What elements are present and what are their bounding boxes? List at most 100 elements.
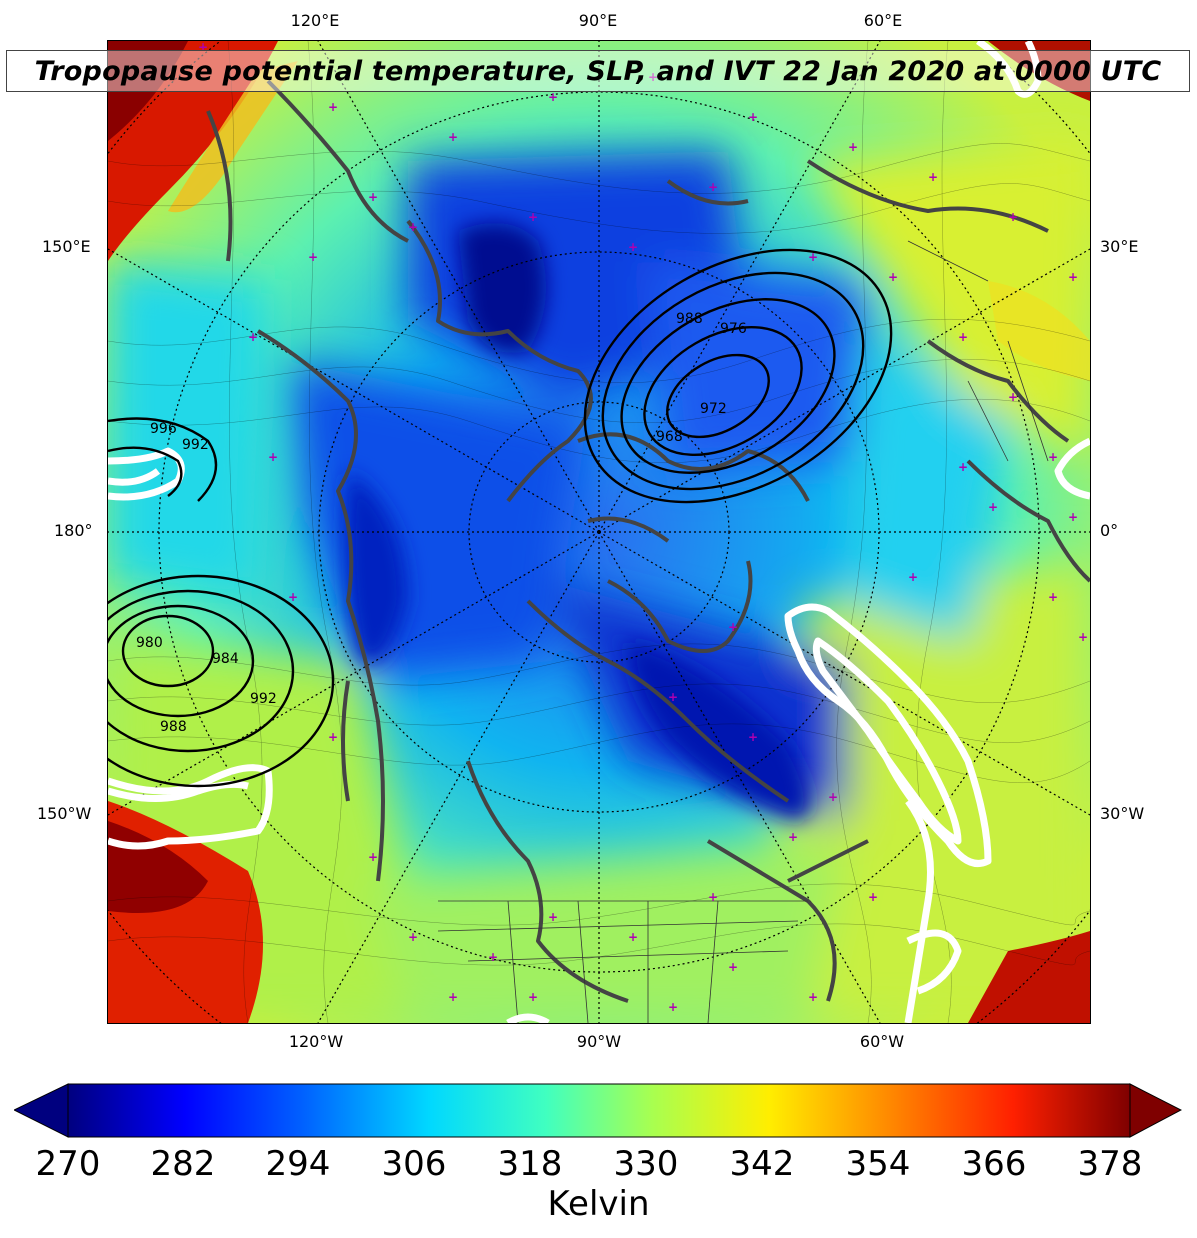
ivt-contour-southwest-inner [108, 780, 249, 802]
svg-text:+: + [648, 70, 658, 84]
lat-label-right: 0° [1100, 521, 1119, 540]
slp-label: 996 [150, 421, 177, 437]
slp-contours [108, 248, 893, 788]
colorbar-extend-high [1129, 1083, 1182, 1138]
ivt-contour-west-inner [108, 468, 161, 486]
svg-text:+: + [958, 460, 968, 474]
svg-text:+: + [728, 620, 738, 634]
colorbar-tick: 306 [381, 1144, 447, 1184]
svg-text:+: + [708, 180, 718, 194]
colorbar-tick: 354 [845, 1144, 911, 1184]
colorbar-tick: 270 [35, 1144, 101, 1184]
svg-text:+: + [448, 130, 458, 144]
svg-text:+: + [748, 730, 758, 744]
slp-label: 988 [160, 719, 187, 735]
colorbar-tick: 342 [729, 1144, 795, 1184]
colorbar-tick: 318 [497, 1144, 563, 1184]
slp-contour-labels: 988 976 972 968 980 984 992 988 996 992 [136, 311, 747, 735]
svg-text:+: + [548, 90, 558, 104]
svg-text:+: + [928, 170, 938, 184]
yellow-band-northeast [988, 281, 1090, 381]
svg-text:+: + [668, 690, 678, 704]
theta-contours [108, 41, 1090, 1023]
lon-label-bottom: 60°W [859, 1032, 905, 1051]
lat-label-left: 180° [54, 521, 93, 540]
slp-label: 988 [676, 311, 703, 327]
svg-text:+: + [788, 830, 798, 844]
svg-text:+: + [958, 330, 968, 344]
slp-label: 976 [720, 321, 747, 337]
svg-text:+: + [488, 950, 498, 964]
colorbar-tick: 282 [150, 1144, 216, 1184]
warm-region-south [368, 841, 848, 1023]
colorbar-extend-low [14, 1083, 69, 1138]
ivt-contour-southeast [904, 798, 934, 1023]
svg-text:+: + [528, 990, 538, 1004]
svg-text:+: + [408, 930, 418, 944]
svg-text:+: + [888, 270, 898, 284]
map-title: Tropopause potential temperature, SLP, a… [34, 55, 1162, 87]
colorbar-tick: 366 [961, 1144, 1027, 1184]
svg-text:+: + [748, 110, 758, 124]
svg-text:+: + [708, 890, 718, 904]
slp-label: 980 [136, 635, 163, 651]
deep-cold-streak [344, 471, 408, 665]
hot-region-southeast [968, 931, 1090, 1023]
svg-text:+: + [408, 220, 418, 234]
svg-text:+: + [1068, 270, 1078, 284]
colorbar-tick: 378 [1077, 1144, 1143, 1184]
lon-label-top: 120°E [290, 11, 340, 30]
deep-cold-pool-north [458, 223, 546, 353]
svg-text:+: + [1048, 450, 1058, 464]
ivt-contours [108, 41, 1090, 1023]
colorbar-gradient [67, 1083, 1131, 1138]
political-borders [437, 240, 1049, 1023]
svg-text:+: + [1068, 510, 1078, 524]
slp-label: 992 [182, 437, 209, 453]
lon-label-top: 90°E [578, 11, 618, 30]
svg-text:+: + [328, 100, 338, 114]
svg-text:+: + [548, 910, 558, 924]
lon-label-bottom: 90°W [576, 1032, 622, 1051]
svg-text:+: + [808, 990, 818, 1004]
slp-label: 984 [212, 651, 239, 667]
ivt-contour-east-inner [812, 637, 962, 845]
svg-text:+: + [448, 990, 458, 1004]
svg-text:+: + [248, 330, 258, 344]
ivt-contour-northeast [976, 41, 1042, 98]
cyan-band-east [848, 341, 1008, 641]
svg-text:+: + [988, 500, 998, 514]
cyan-band-west [108, 261, 268, 601]
svg-text:+: + [628, 930, 638, 944]
lat-label-left: 150°E [42, 237, 91, 256]
ivt-contour-east-outer [784, 603, 992, 867]
lat-label-right: 30°W [1100, 804, 1145, 823]
svg-text:+: + [308, 250, 318, 264]
ivt-contour-southeast-loop [906, 929, 962, 995]
svg-text:+: + [368, 190, 378, 204]
svg-text:+: + [288, 590, 298, 604]
lat-label-left: 150°W [37, 804, 92, 823]
svg-text:+: + [668, 1000, 678, 1014]
svg-text:+: + [1078, 630, 1088, 644]
lon-label-top: 60°E [863, 11, 903, 30]
station-markers: +++ +++ +++ +++ +++ +++ +++ +++ +++ +++ … [198, 41, 1088, 1014]
svg-text:+: + [1008, 390, 1018, 404]
ivt-contour-east-edge [1054, 437, 1090, 500]
ivt-contour-bottom [506, 1013, 550, 1023]
svg-text:+: + [908, 570, 918, 584]
colorbar-tick: 294 [265, 1144, 331, 1184]
theta-map: +++ +++ +++ +++ +++ +++ +++ +++ +++ +++ … [108, 41, 1090, 1023]
svg-text:+: + [628, 240, 638, 254]
svg-text:+: + [1048, 590, 1058, 604]
svg-text:+: + [368, 850, 378, 864]
svg-text:+: + [268, 450, 278, 464]
ivt-contour-southwest [108, 764, 273, 850]
lat-label-right: 30°E [1100, 237, 1139, 256]
svg-text:+: + [848, 140, 858, 154]
map-panel: + + + + + + + + + + + + + + + + + + + + + + + + + + + + + + … [107, 40, 1091, 1024]
title-box: Tropopause potential temperature, SLP, a… [6, 50, 1190, 92]
svg-text:+: + [1008, 210, 1018, 224]
lon-label-bottom: 120°W [288, 1032, 344, 1051]
svg-text:+: + [528, 210, 538, 224]
